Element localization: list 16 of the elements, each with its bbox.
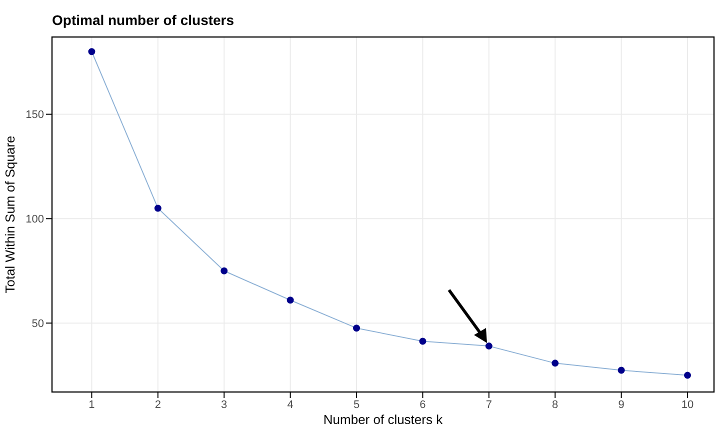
y-tick-label: 150 (26, 109, 44, 122)
x-tick-label: 1 (88, 398, 95, 411)
y-axis-title: Total Within Sum of Square (2, 136, 18, 294)
x-tick-label: 7 (486, 398, 492, 411)
x-tick-label: 4 (287, 398, 294, 411)
x-tick-label: 8 (552, 398, 558, 411)
x-tick-label: 9 (618, 398, 624, 411)
x-tick-label: 3 (221, 398, 228, 411)
x-tick-label: 10 (681, 398, 694, 411)
chart-title: Optimal number of clusters (52, 12, 234, 28)
x-tick-label: 2 (154, 398, 161, 411)
y-tick-label: 100 (26, 214, 44, 226)
x-tick-label: 6 (420, 398, 426, 411)
x-axis-title: Number of clusters k (323, 412, 444, 424)
x-tick-label: 5 (353, 398, 360, 411)
y-tick-label: 50 (32, 318, 44, 330)
